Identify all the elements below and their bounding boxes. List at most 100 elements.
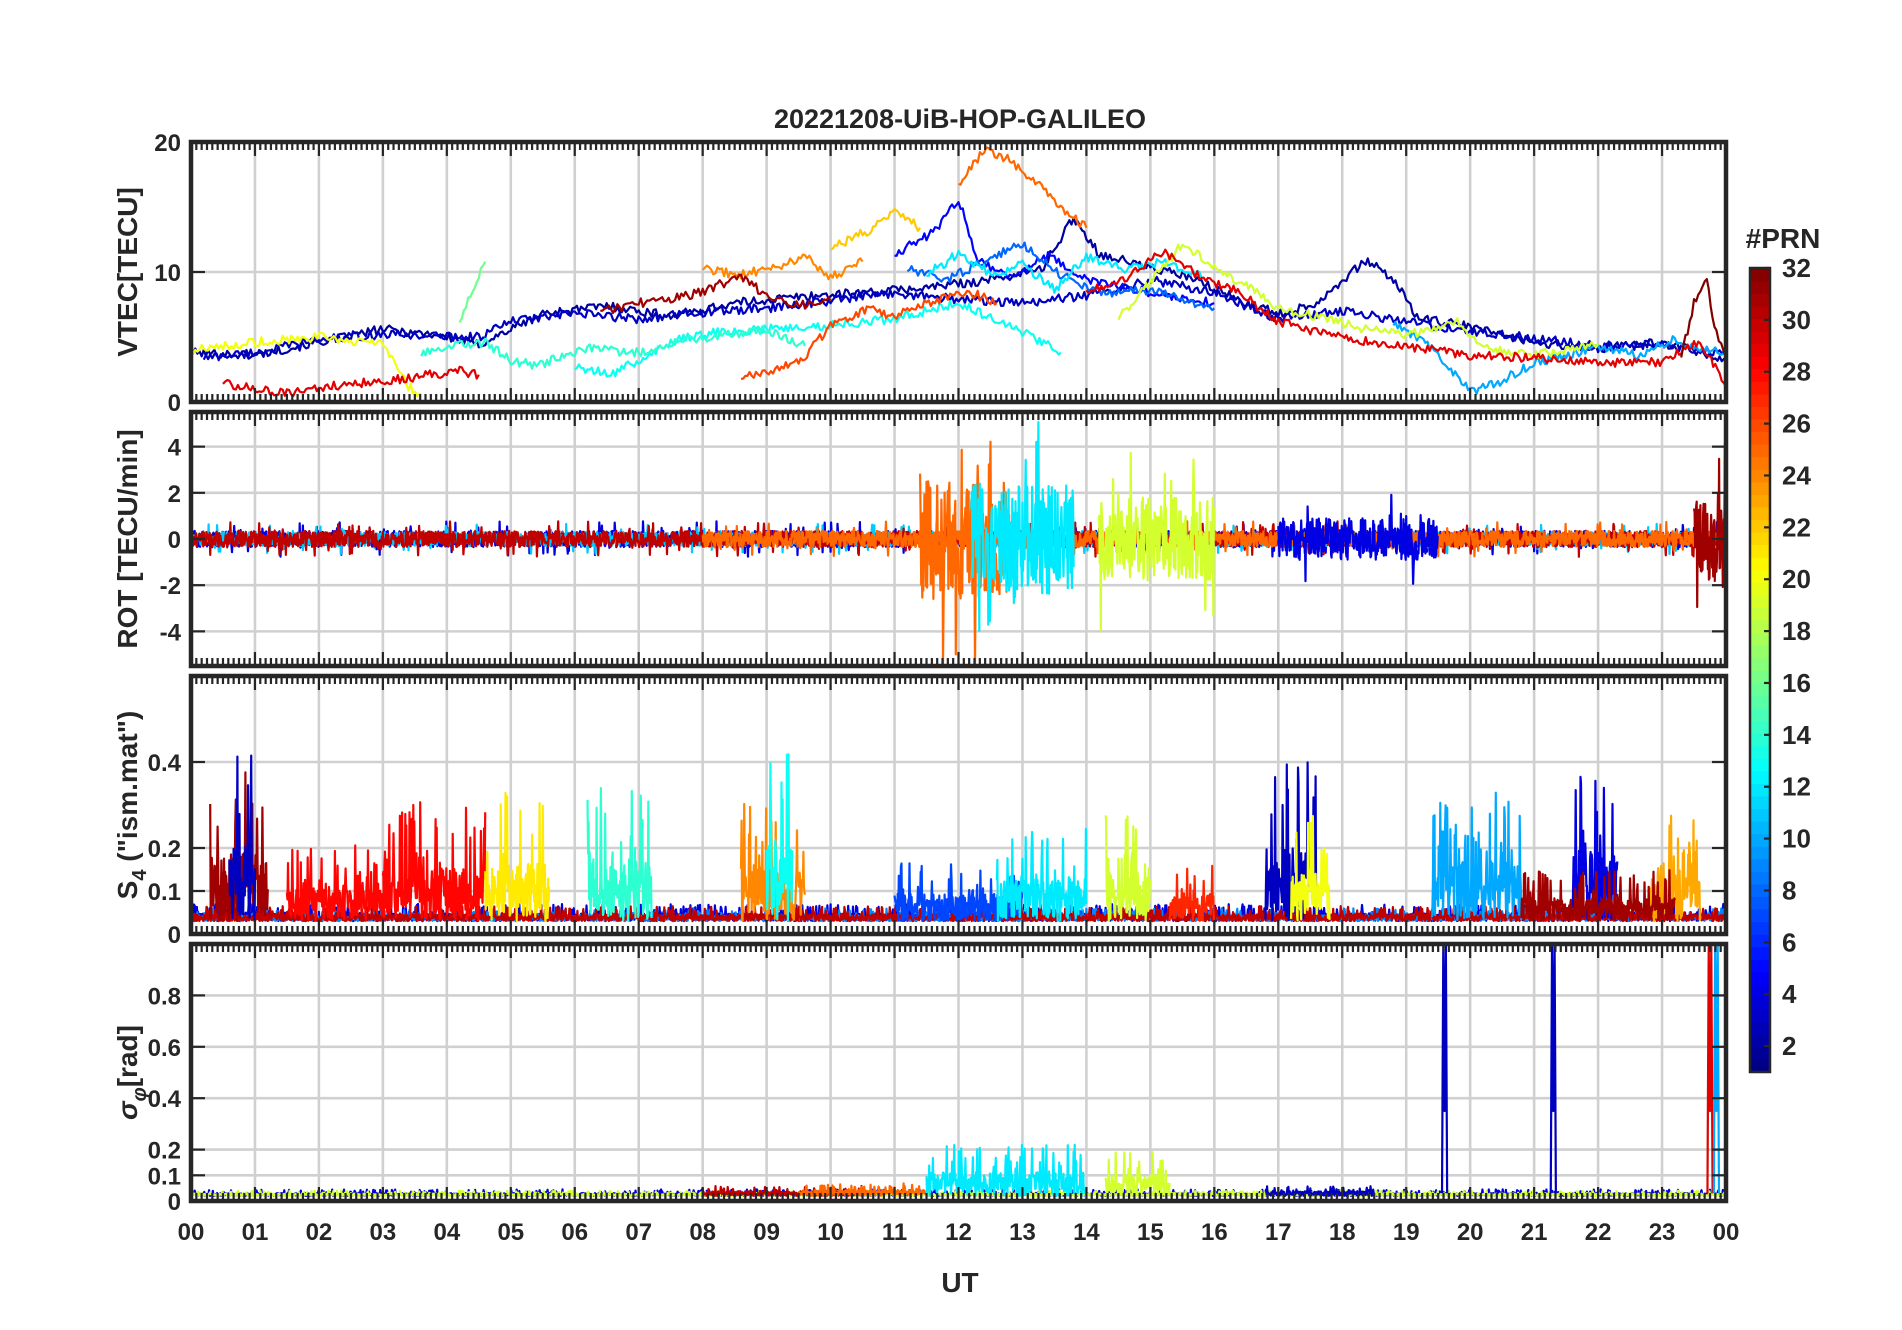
y-tick-label: 0.4 bbox=[148, 750, 182, 777]
colorbar-segment bbox=[1750, 984, 1770, 998]
series-prn-26 bbox=[740, 289, 998, 380]
colorbar-segment bbox=[1750, 921, 1770, 935]
colorbar-segment bbox=[1750, 556, 1770, 571]
series-group bbox=[191, 146, 1726, 398]
colorbar-segment bbox=[1750, 770, 1770, 784]
series-prn-19 bbox=[1104, 815, 1152, 923]
spike-prn-10 bbox=[1712, 944, 1721, 1194]
x-tick-label: 16 bbox=[1201, 1219, 1228, 1246]
series-prn-13 bbox=[765, 753, 794, 922]
y-axis-label-rest: ("ism.mat") bbox=[112, 711, 143, 870]
colorbar-segment bbox=[1750, 443, 1770, 458]
colorbar-segment bbox=[1750, 607, 1770, 621]
colorbar-tick-label: 18 bbox=[1782, 616, 1811, 646]
series-prn-4 bbox=[1277, 493, 1439, 585]
x-tick-label: 22 bbox=[1585, 1219, 1612, 1246]
series-prn-29 bbox=[222, 365, 480, 397]
y-tick-label: 0.6 bbox=[148, 1035, 181, 1062]
colorbar-segment bbox=[1750, 582, 1770, 596]
colorbar-tick-label: 22 bbox=[1782, 512, 1811, 542]
series-prn-14 bbox=[586, 787, 653, 922]
series-prn-14 bbox=[420, 325, 807, 370]
x-tick-label: 06 bbox=[561, 1219, 588, 1246]
colorbar-segment bbox=[1750, 757, 1770, 772]
series-prn-3 bbox=[228, 754, 257, 923]
y-tick-label: 20 bbox=[154, 130, 181, 157]
y-tick-label: 2 bbox=[168, 481, 181, 508]
y-axis-label-sub: 4 bbox=[129, 869, 151, 881]
colorbar-segment bbox=[1750, 418, 1770, 433]
colorbar-segment bbox=[1750, 883, 1770, 897]
colorbar-tick-label: 12 bbox=[1782, 772, 1811, 802]
x-tick-label: 08 bbox=[689, 1219, 716, 1246]
colorbar-segment bbox=[1750, 933, 1770, 948]
colorbar-tick-label: 32 bbox=[1782, 253, 1811, 283]
x-tick-label: 13 bbox=[1009, 1219, 1036, 1246]
series-prn-32 bbox=[1680, 278, 1726, 359]
y-axis-label: σφ[rad] bbox=[112, 1025, 151, 1120]
y-tick-label: 0.1 bbox=[148, 1163, 181, 1190]
series-prn-12 bbox=[970, 421, 1075, 632]
panel-sigma_phi: 00.10.2 0.4 0.6 0.8 σφ[rad] bbox=[112, 941, 1729, 1216]
y-axis-label: ROT [TECU/min] bbox=[112, 429, 143, 648]
colorbar-segment bbox=[1750, 820, 1770, 835]
colorbar-segment bbox=[1750, 519, 1770, 533]
y-tick-label: 0.1 bbox=[148, 879, 181, 906]
series-prn-23 bbox=[1648, 814, 1702, 922]
colorbar-segment bbox=[1750, 1046, 1770, 1061]
series-prn-20 bbox=[191, 331, 422, 398]
series-prn-13 bbox=[574, 299, 1062, 378]
series-prn-12 bbox=[926, 249, 1203, 294]
colorbar-segment bbox=[1750, 871, 1770, 885]
colorbar-tick-label: 8 bbox=[1782, 875, 1796, 905]
colorbar-segment bbox=[1750, 569, 1770, 583]
x-tick-label: 18 bbox=[1329, 1219, 1356, 1246]
series-prn-19 bbox=[1104, 1151, 1171, 1197]
x-tick-label: 11 bbox=[882, 1219, 907, 1246]
panel-s4: 00.10.20.4S4 ("ism.mat") bbox=[112, 673, 1729, 949]
series-prn-22 bbox=[830, 208, 922, 251]
panel-vtec: 0 10 20 VTEC[TECU] bbox=[112, 130, 1729, 417]
colorbar-tick-label: 24 bbox=[1782, 460, 1811, 490]
colorbar-title: #PRN bbox=[1746, 223, 1821, 254]
colorbar-tick-label: 4 bbox=[1782, 979, 1797, 1009]
series-prn-28 bbox=[381, 801, 487, 922]
colorbar-segment bbox=[1750, 343, 1770, 357]
y-tick-label: 0 bbox=[168, 1189, 181, 1216]
series-prn-20 bbox=[1290, 815, 1331, 922]
axes-frame bbox=[188, 409, 1729, 669]
colorbar-tick-label: 14 bbox=[1782, 720, 1811, 750]
colorbar-segment bbox=[1750, 381, 1770, 395]
x-tick-label: 07 bbox=[625, 1219, 652, 1246]
series-prn-2 bbox=[191, 216, 1726, 363]
series-prn-5 bbox=[894, 201, 1215, 308]
colorbar-segment bbox=[1750, 833, 1770, 847]
series-group bbox=[191, 753, 1726, 923]
x-tick-label: 05 bbox=[497, 1219, 524, 1246]
spike-prn-3 bbox=[1549, 944, 1557, 1194]
colorbar-segment bbox=[1750, 531, 1770, 546]
colorbar-segment bbox=[1750, 1009, 1770, 1023]
colorbar-tick-label: 28 bbox=[1782, 357, 1811, 387]
series-prn-19 bbox=[1117, 243, 1600, 359]
colorbar-segment bbox=[1750, 494, 1770, 508]
colorbar-segment bbox=[1750, 368, 1770, 382]
y-tick-label: 0.2 bbox=[148, 1138, 181, 1165]
x-tick-label: 10 bbox=[817, 1219, 844, 1246]
x-tick-labels: 00 01 02 03 04 05 06 07 08 09 10 11 12 13 14 15 16 17 18 19… bbox=[178, 1219, 1740, 1246]
y-axis-label: S4 ("ism.mat") bbox=[112, 711, 151, 900]
colorbar-segment bbox=[1750, 318, 1770, 332]
colorbar-segment bbox=[1750, 355, 1770, 370]
colorbar-segment bbox=[1750, 506, 1770, 521]
colorbar-segment bbox=[1750, 720, 1770, 734]
colorbar-segment bbox=[1750, 544, 1770, 558]
series-prn-10 bbox=[1392, 320, 1726, 395]
x-tick-label: 15 bbox=[1137, 1219, 1164, 1246]
colorbar-segment bbox=[1750, 469, 1770, 483]
y-tick-label: 0.8 bbox=[148, 983, 181, 1010]
y-tick-label: -4 bbox=[160, 619, 182, 646]
y-axis-label-rest: [rad] bbox=[112, 1025, 143, 1087]
colorbar-segment bbox=[1750, 431, 1770, 445]
